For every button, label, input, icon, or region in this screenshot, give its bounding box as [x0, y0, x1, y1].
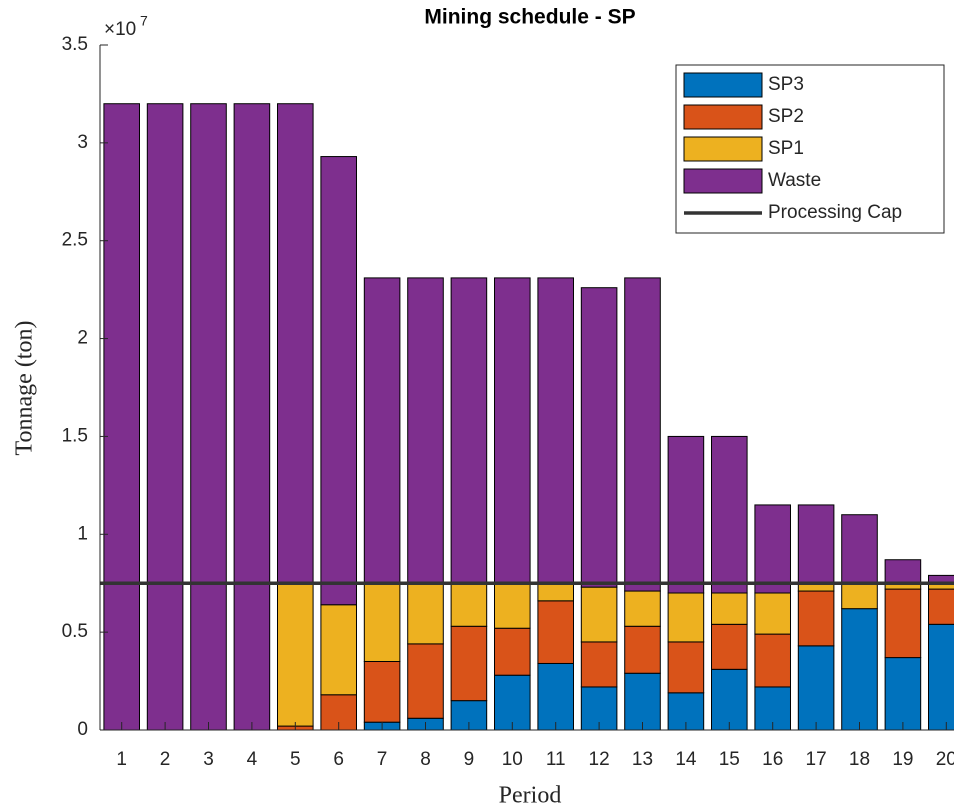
bar-segment	[494, 627, 531, 676]
x-tick-label: 1	[116, 749, 127, 770]
x-tick-label: 19	[892, 749, 913, 770]
x-tick-label: 15	[719, 749, 740, 770]
bar-segment	[711, 668, 748, 731]
bar-segment	[841, 582, 878, 610]
bar-segment	[754, 504, 791, 594]
bar-segment	[320, 604, 357, 696]
legend-label: SP3	[768, 74, 804, 95]
x-axis-label: Period	[499, 783, 562, 809]
bar-segment	[711, 435, 748, 594]
legend-swatch	[683, 104, 763, 130]
bar-segment	[884, 588, 922, 659]
y-tick-label: 1	[77, 523, 88, 544]
bar-segment	[841, 608, 878, 731]
bar-segment	[928, 588, 954, 625]
bar-segment	[146, 103, 184, 731]
x-tick-label: 8	[420, 749, 431, 770]
bar-segment	[884, 559, 922, 584]
bar-segment	[363, 661, 401, 723]
y-tick-label: 3	[77, 132, 88, 153]
bar-segment	[624, 277, 661, 592]
bar-segment	[103, 103, 140, 731]
bar-segment	[754, 592, 791, 635]
x-tick-label: 20	[936, 749, 954, 770]
bar-segment	[797, 590, 835, 647]
legend-label: Waste	[768, 170, 821, 191]
y-tick-label: 2.5	[62, 230, 88, 251]
y-tick-label: 0.5	[62, 621, 88, 642]
bar-segment	[537, 600, 574, 664]
bar-segment	[450, 582, 488, 627]
bar-segment	[494, 582, 531, 629]
legend-swatch	[683, 168, 763, 194]
bar-segment	[624, 625, 661, 674]
bar-segment	[711, 623, 748, 670]
bar-segment	[494, 277, 531, 584]
bar-segment	[884, 657, 922, 731]
x-tick-label: 2	[160, 749, 171, 770]
bar-segment	[320, 156, 357, 606]
x-tick-label: 11	[546, 749, 566, 770]
x-tick-label: 7	[377, 749, 388, 770]
y-multiplier-exponent: 7	[140, 13, 148, 29]
legend-label: Processing Cap	[768, 202, 902, 223]
bar-segment	[667, 435, 705, 594]
y-multiplier-base: ×10	[104, 19, 136, 40]
bar-segment	[537, 277, 574, 584]
legend-swatch	[683, 136, 763, 162]
bar-segment	[363, 277, 401, 584]
bar-segment	[277, 103, 314, 584]
bar-segment	[407, 643, 444, 719]
x-tick-label: 4	[247, 749, 258, 770]
bar-segment	[407, 582, 444, 645]
bar-segment	[580, 641, 618, 688]
bar-segment	[754, 633, 791, 688]
legend-label: SP1	[768, 138, 804, 159]
y-tick-label: 3.5	[62, 34, 88, 55]
bar-segment	[711, 592, 748, 625]
legend-label: SP2	[768, 106, 804, 127]
y-tick-label: 0	[77, 719, 88, 740]
x-tick-label: 3	[203, 749, 214, 770]
bar-segment	[190, 103, 227, 731]
bar-segment	[928, 623, 954, 731]
bar-segment	[624, 590, 661, 627]
x-tick-label: 16	[762, 749, 783, 770]
bar-segment	[494, 674, 531, 731]
bar-segment	[277, 582, 314, 727]
x-tick-label: 10	[502, 749, 523, 770]
bar-segment	[797, 645, 835, 731]
bar-segment	[450, 277, 488, 584]
bar-segment	[407, 277, 444, 584]
bar-segment	[667, 641, 705, 694]
y-tick-label: 2	[77, 328, 88, 349]
bar-segment	[537, 582, 574, 602]
bar-segment	[537, 662, 574, 731]
x-tick-label: 18	[849, 749, 870, 770]
x-tick-label: 5	[290, 749, 301, 770]
bar-segment	[450, 625, 488, 702]
bar-segment	[233, 103, 271, 731]
legend-swatch	[683, 72, 763, 98]
y-axis-label: Tonnage (ton)	[12, 321, 38, 456]
bar-segment	[363, 582, 401, 663]
x-tick-label: 17	[806, 749, 827, 770]
x-tick-label: 6	[333, 749, 344, 770]
bar-segment	[667, 592, 705, 643]
y-tick-label: 1.5	[62, 425, 88, 446]
x-tick-label: 13	[632, 749, 653, 770]
x-tick-label: 9	[464, 749, 475, 770]
bar-segment	[580, 586, 618, 643]
bar-segment	[580, 287, 618, 588]
bar-segment	[797, 504, 835, 584]
x-tick-label: 12	[589, 749, 610, 770]
chart-title: Mining schedule - SP	[424, 6, 635, 29]
bar-segment	[841, 514, 878, 584]
x-tick-label: 14	[675, 749, 697, 770]
bar-segment	[624, 672, 661, 731]
